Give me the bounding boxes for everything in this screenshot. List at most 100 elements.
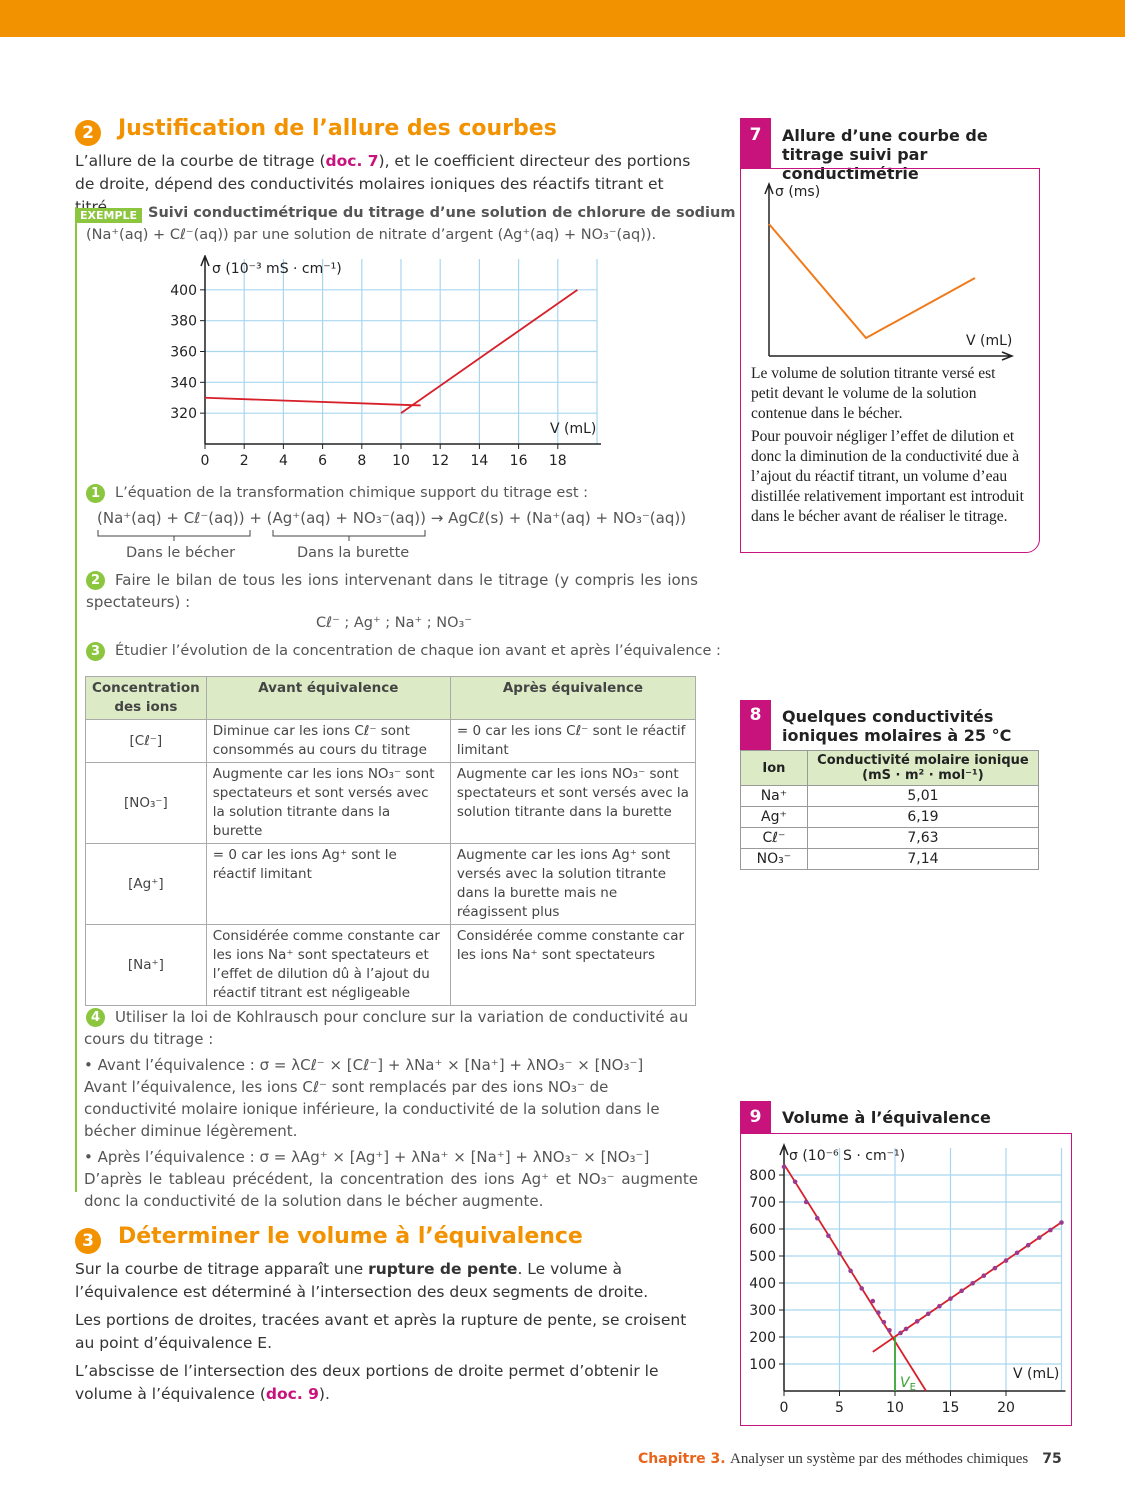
- doc-box: [740, 168, 1040, 553]
- y-tick-label: 200: [749, 1330, 776, 1346]
- example-title: Suivi conductimétrique du titrage d’une …: [148, 205, 736, 221]
- paragraph: D’après le tableau précédent, la concent…: [84, 1170, 698, 1210]
- cell: 7,14: [806, 848, 1040, 870]
- label: • Après l’équivalence :: [84, 1148, 260, 1166]
- cell: Augmente car les ions NO₃⁻ sont spectate…: [205, 762, 451, 844]
- y-tick-label: 360: [170, 345, 197, 361]
- ve-label: VE: [900, 1375, 916, 1393]
- cell: = 0 car les ions Ag⁺ sont le réactif lim…: [205, 843, 451, 925]
- data-line: [400, 289, 578, 414]
- schematic-curve: [768, 223, 976, 340]
- y-tick-label: 700: [749, 1195, 776, 1211]
- text: . Le volume à l’équivalence est détermin…: [75, 1260, 649, 1301]
- x-tick-label: 6: [318, 453, 327, 469]
- y-tick-label: 800: [749, 1168, 776, 1184]
- row: [Na⁺] Considérée comme constante car les …: [85, 924, 697, 1006]
- data-point: [848, 1268, 853, 1274]
- x-axis-label: V (mL): [550, 421, 596, 437]
- data-point: [898, 1330, 903, 1336]
- cell: 7,63: [806, 827, 1040, 849]
- row: [Cℓ⁻] Diminue car les ions Cℓ⁻ sont conso…: [85, 719, 697, 763]
- example-subtitle: (Na⁺(aq) + Cℓ⁻(aq)) par une solution de …: [86, 227, 657, 243]
- paragraph: Sur la courbe de titrage apparaît une ru…: [75, 1258, 700, 1304]
- doc-ref[interactable]: doc. 7: [325, 152, 379, 170]
- header-cell: Ion: [740, 750, 808, 786]
- doc-text: Le volume de solution titrante versé est…: [751, 364, 1026, 527]
- header-cell: Conductivité molaire ionique (mS · m² · …: [806, 750, 1040, 786]
- data-point: [926, 1311, 931, 1317]
- cell: 6,19: [806, 806, 1040, 828]
- y-axis: [779, 1142, 789, 1391]
- data-point: [826, 1233, 831, 1239]
- section-title: Déterminer le volume à l’équivalence: [118, 1224, 583, 1249]
- row: NO₃⁻ 7,14: [740, 848, 1040, 870]
- step-number: 4: [86, 1008, 105, 1027]
- text: ).: [318, 1385, 330, 1403]
- footer: Chapitre 3. Analyser un système par des …: [638, 1451, 1062, 1468]
- header-bar: [0, 0, 1125, 37]
- x-tick-label: 14: [470, 453, 488, 469]
- text: L’allure de la courbe de titrage (: [75, 152, 326, 170]
- conductivity-table: Ion Conductivité molaire ionique (mS · m…: [740, 750, 1040, 870]
- x-tick-label: 2: [240, 453, 249, 469]
- row: Cℓ⁻ 7,63: [740, 827, 1040, 849]
- data-point: [859, 1286, 864, 1291]
- intro: L’allure de la courbe de titrage (doc. 7…: [75, 150, 700, 219]
- paragraph: L’abscisse de l’intersection des deux po…: [75, 1360, 700, 1406]
- x-tick-label: 5: [835, 1400, 844, 1416]
- row: Na⁺ 5,01: [740, 785, 1040, 807]
- y-tick-label: 600: [749, 1222, 776, 1238]
- section-number: 2: [75, 120, 101, 146]
- step-text: Faire le bilan de tous les ions interven…: [86, 571, 698, 611]
- cell: Augmente car les ions Ag⁺ sont versés av…: [449, 843, 697, 925]
- y-tick-label: 380: [170, 314, 197, 330]
- kohlrausch: • Avant l’équivalence : σ = λCℓ⁻ × [Cℓ⁻]…: [84, 1054, 698, 1212]
- row: [NO₃⁻] Augmente car les ions NO₃⁻ sont sp…: [85, 762, 697, 844]
- equivalence-chart: 100 200 300 400 500 600 700 800 0 5 10 15 20 σ (10⁻⁶ …: [749, 1142, 1066, 1416]
- y-axis-label: σ (ms): [775, 184, 820, 200]
- doc-box: [740, 1133, 1072, 1426]
- text: L’abscisse de l’intersection des deux po…: [75, 1362, 659, 1403]
- x-tick-label: 16: [510, 453, 528, 469]
- braces: [97, 530, 426, 541]
- doc-ref[interactable]: doc. 9: [265, 1385, 319, 1403]
- equation: (Na⁺(aq) + Cℓ⁻(aq)) + (Ag⁺(aq) + NO₃⁻(aq…: [97, 509, 687, 527]
- x-tick-label: 0: [201, 453, 210, 469]
- doc-title: Quelques conductivités ioniques molaires…: [782, 707, 1012, 745]
- data-point: [970, 1280, 975, 1286]
- doc-number: 7: [740, 118, 771, 168]
- x-tick-label: 10: [392, 453, 410, 469]
- data-point: [1003, 1258, 1009, 1263]
- schematic-chart: σ (ms) V (mL): [764, 181, 1015, 361]
- x-tick-label: 20: [997, 1400, 1015, 1416]
- fit-line: [783, 1163, 927, 1392]
- cell: Augmente car les ions NO₃⁻ sont spectate…: [449, 762, 697, 844]
- ve-sub: E: [910, 1382, 916, 1393]
- data-point: [959, 1288, 964, 1294]
- example-tag: EXEMPLE: [75, 208, 143, 223]
- cell: = 0 car les ions Cℓ⁻ sont le réactif lim…: [449, 719, 697, 763]
- x-tick-label: 12: [431, 453, 449, 469]
- paragraph: Avant l’équivalence, les ions Cℓ⁻ sont r…: [84, 1078, 660, 1140]
- data-point: [876, 1310, 881, 1315]
- y-tick-label: 400: [749, 1276, 776, 1292]
- y-tick-label: 340: [170, 375, 197, 391]
- x-tick-label: 10: [886, 1400, 904, 1416]
- paragraph: Le volume de solution titrante versé est…: [751, 365, 996, 422]
- cell: Diminue car les ions Cℓ⁻ sont consommés …: [205, 719, 451, 763]
- data-point: [1014, 1250, 1020, 1256]
- cell: [NO₃⁻]: [85, 762, 207, 844]
- data-point: [981, 1273, 987, 1279]
- y-axis: [200, 255, 210, 444]
- x-tick-label: 8: [357, 453, 366, 469]
- row: Ag⁺ 6,19: [740, 806, 1040, 828]
- y-axis-label: σ (10⁻³ mS · cm⁻¹): [212, 261, 342, 277]
- x-tick-label: 18: [549, 453, 567, 469]
- data-point: [903, 1326, 909, 1332]
- x-tick-label: 4: [279, 453, 288, 469]
- step-text: Étudier l’évolution de la concentration …: [115, 643, 721, 659]
- x-axis-label: V (mL): [1013, 1366, 1059, 1382]
- x-axis-label: V (mL): [966, 333, 1012, 349]
- y-tick-label: 400: [170, 283, 197, 299]
